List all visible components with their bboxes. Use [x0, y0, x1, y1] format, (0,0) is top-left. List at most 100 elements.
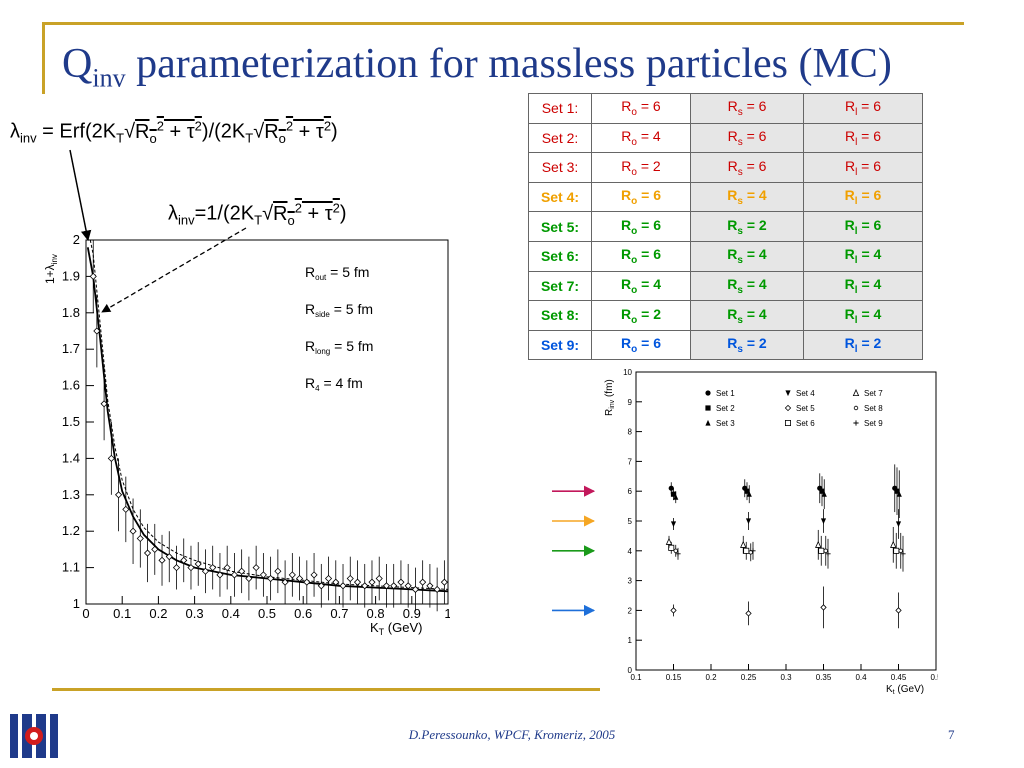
x-tick-label: 0.3	[186, 606, 204, 621]
set-label: Set 3:	[528, 152, 592, 183]
title-q: Q	[62, 41, 93, 87]
r-side-cell: Rs = 4	[690, 300, 804, 331]
x-tick-label: 0.15	[666, 673, 682, 682]
x-tick-label: 0.7	[330, 606, 348, 621]
formula-inverse: λinv=1/(2KT√Ro2 + τ2)	[168, 200, 347, 228]
x-tick-label: 0.2	[705, 673, 717, 682]
y-tick-label: 6	[628, 487, 633, 496]
r-long-cell: Rl = 6	[803, 152, 923, 183]
y-tick-label: 1	[628, 636, 633, 645]
marker-star-open	[898, 548, 903, 553]
x-axis-label-unit: (GeV)	[895, 684, 924, 695]
footer-text: D.Peressounko, WPCF, Kromeriz, 2005	[408, 727, 616, 742]
formula-erf: λinv = Erf(2KT√Ro2 + τ2)/(2KT√Ro2 + τ2)	[10, 118, 338, 146]
y-tick-label: 7	[628, 457, 633, 466]
data-point	[382, 582, 391, 590]
r-out-cell: Ro = 4	[591, 270, 691, 302]
data-point	[303, 578, 311, 586]
marker-triangle-up	[896, 491, 902, 497]
x-tick-label: 0.9	[403, 606, 421, 621]
r-side-cell: Rs = 2	[690, 211, 804, 242]
marker-circle	[668, 485, 674, 491]
legend-label: Set 7	[864, 389, 883, 398]
legend-label: Set 2	[716, 404, 735, 413]
r-side-cell: Rs = 4	[690, 270, 804, 302]
data-point	[310, 571, 318, 579]
marker-cross-open	[825, 551, 831, 557]
r-side-cell: Rs = 6	[690, 152, 804, 183]
legend-label: Set 3	[716, 419, 735, 428]
table-row: Set 7: Ro = 4 Rs = 4 Rl = 4	[528, 270, 923, 302]
x-tick-label: 0.45	[891, 673, 907, 682]
data-point	[267, 574, 275, 583]
marker-triangle-up	[821, 491, 827, 497]
y-axis-label: Rinv (fm)	[604, 379, 616, 416]
x-tick-label: 0	[82, 606, 89, 621]
r-long-cell: Rl = 2	[803, 329, 923, 361]
data-point	[390, 582, 398, 590]
marker-triangle-up	[705, 419, 711, 426]
data-point	[201, 567, 210, 575]
marker-square	[705, 405, 711, 411]
data-point	[368, 578, 376, 586]
r-out-cell: Ro = 6	[591, 93, 691, 124]
data-point	[419, 578, 427, 586]
data-point	[426, 582, 434, 590]
set-label: Set 2:	[528, 122, 592, 154]
legend-label: Set 4	[796, 389, 815, 398]
param-annotation: Rlong = 5 fm	[305, 338, 373, 356]
data-point	[440, 578, 448, 586]
marker-square	[744, 488, 750, 494]
x-tick-label: 0.1	[630, 673, 642, 682]
r-long-cell: Rl = 4	[803, 270, 923, 302]
y-tick-label: 4	[628, 547, 633, 556]
title-rest: parameterization for massless particles …	[125, 41, 892, 87]
marker-triangle-open	[665, 537, 673, 545]
legend-label: Set 8	[864, 404, 883, 413]
set-label: Set 8:	[528, 300, 592, 331]
data-point	[375, 574, 383, 583]
y-tick-label: 1.5	[62, 414, 80, 429]
marker-star-open	[673, 548, 678, 553]
x-tick-label: 0.35	[816, 673, 832, 682]
param-annotation-sub: side	[315, 310, 330, 319]
data-point	[245, 574, 253, 583]
data-point	[107, 454, 115, 462]
y-tick-label: 1.1	[62, 560, 80, 575]
table-row: Set 4: Ro = 6 Rs = 4 Rl = 6	[528, 181, 923, 213]
title-q-sub: inv	[92, 63, 126, 93]
marker-triangle-open	[890, 540, 897, 548]
data-point	[346, 574, 354, 583]
data-point	[259, 571, 267, 579]
y-axis-label: 1+λinv	[43, 254, 59, 284]
data-point	[238, 567, 246, 575]
set-label: Set 1:	[528, 93, 592, 124]
y-tick-label: 1.4	[62, 450, 80, 465]
param-annotation-value: = 4 fm	[320, 375, 363, 391]
data-point	[151, 545, 159, 553]
data-point	[165, 553, 173, 561]
legend-label: Set 5	[796, 404, 815, 413]
data-point	[404, 582, 412, 590]
r-out-cell: Ro = 4	[591, 122, 691, 154]
legend-label: Set 6	[796, 419, 815, 428]
x-tick-label: 0.1	[113, 606, 131, 621]
x-tick-label: 0.5	[930, 673, 938, 682]
marker-triangle-open	[740, 540, 747, 548]
data-point	[230, 571, 238, 579]
data-point	[288, 571, 296, 579]
x-tick-label: 0.25	[741, 673, 757, 682]
institute-logo	[10, 714, 58, 758]
marker-square-open	[784, 420, 791, 427]
marker-square-open	[893, 547, 900, 554]
r-long-cell: Rl = 6	[803, 181, 923, 213]
marker-cross-open	[750, 548, 756, 554]
legend-label: Set 9	[864, 419, 883, 428]
marker-square	[670, 491, 677, 497]
r-long-cell: Rl = 6	[803, 122, 923, 154]
data-point	[223, 564, 231, 572]
param-annotation-sub: long	[315, 347, 330, 356]
param-annotation: Rside = 5 fm	[305, 301, 373, 319]
y-tick-label: 1.9	[62, 268, 80, 283]
